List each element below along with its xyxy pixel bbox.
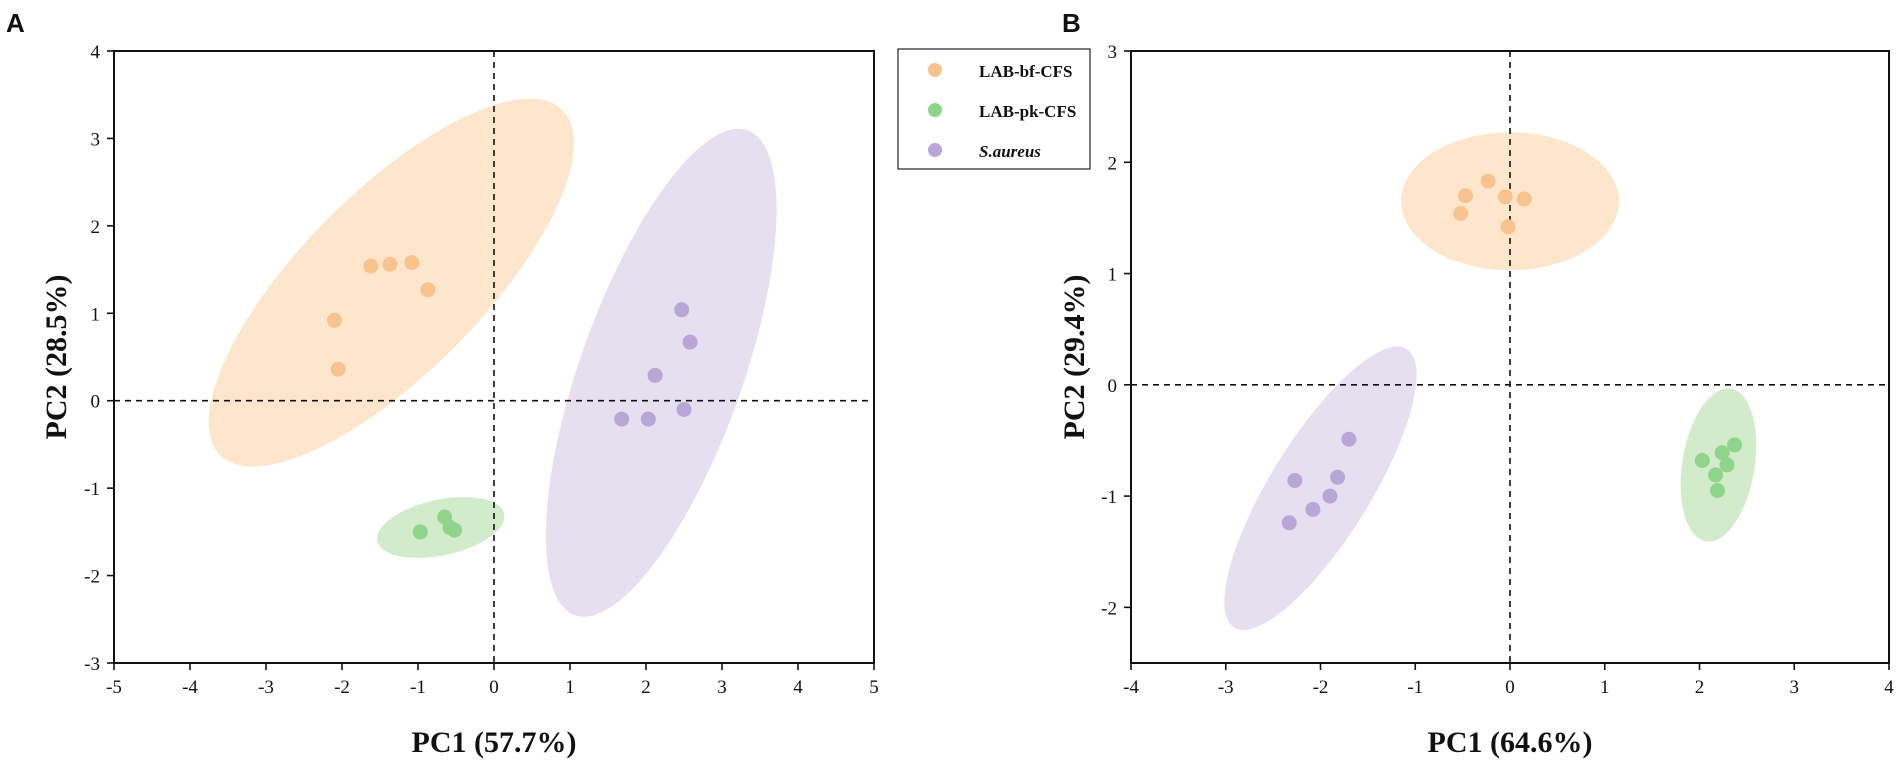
panel-b-letter: B — [1062, 8, 1081, 38]
panel-a-y-tick-label: 1 — [91, 304, 101, 325]
panel-a-x-tick-label: -1 — [410, 677, 426, 698]
panel-b-point-s-aureus-4 — [1322, 488, 1338, 504]
panel-b-reference-lines — [1131, 51, 1889, 663]
legend-item-s-aureus: S.aureus — [928, 142, 1041, 161]
panel-a-point-s-aureus-1 — [614, 411, 630, 427]
panel-a-y-tick-label: 2 — [91, 217, 101, 238]
panel-b-x-tick-label: -2 — [1313, 677, 1329, 698]
panel-b-ellipse-s-aureus — [1224, 346, 1417, 630]
panel-a-y-tick-label: 4 — [91, 42, 101, 63]
panel-a-x-tick-label: 1 — [565, 677, 575, 698]
panel-a-y-tick-label: -2 — [84, 567, 100, 588]
panel-a-x-tick-label: -3 — [258, 677, 274, 698]
panel-b-x-tick-label: 3 — [1790, 677, 1800, 698]
panel-a-point-lab-bf-cfs-3 — [363, 258, 379, 274]
panel-b-x-tick-label: -1 — [1407, 677, 1423, 698]
panel-b-point-lab-bf-cfs-2 — [1458, 188, 1473, 204]
panel-a-point-lab-bf-cfs-1 — [326, 312, 342, 328]
panel-b-x-tick-label: -3 — [1218, 677, 1234, 698]
legend-item-lab-pk-cfs: LAB-pk-CFS — [928, 102, 1076, 121]
panel-b-point-lab-bf-cfs-4 — [1497, 189, 1513, 205]
panel-a-ellipse-lab-pk-cfs — [377, 497, 505, 558]
panel-b-point-lab-pk-cfs-6 — [1727, 437, 1743, 453]
panel-b-y-tick-label: -2 — [1101, 598, 1117, 619]
panel-a-y-tick-label: 0 — [91, 392, 101, 413]
legend-marker-s-aureus — [928, 143, 942, 157]
panel-a-point-lab-bf-cfs-4 — [382, 256, 398, 272]
panel-a-point-lab-pk-cfs-4 — [447, 522, 462, 538]
panel-b-y-tick-label: -1 — [1101, 487, 1117, 508]
panel-a-x-ticks: -5 -4 -3 -2 -1 0 1 2 3 4 5 — [106, 663, 879, 698]
panel-a-x-tick-label: 5 — [869, 677, 879, 698]
legend: LAB-bf-CFS LAB-pk-CFS S.aureus — [897, 48, 1091, 170]
panel-a-x-tick-label: 3 — [717, 677, 727, 698]
panel-a-y-tick-label: -1 — [84, 479, 100, 500]
panel-b-y-tick-label: 1 — [1108, 265, 1118, 286]
panel-a-y-axis-title: PC2 (28.5%) — [40, 275, 73, 440]
panel-a-y-tick-label: -3 — [84, 654, 100, 675]
panel-b-x-tick-label: 1 — [1600, 677, 1610, 698]
legend-label-lab-pk-cfs: LAB-pk-CFS — [979, 102, 1076, 121]
panel-b-points — [1281, 173, 1743, 531]
panel-b-ellipse-lab-pk-cfs — [1680, 388, 1757, 542]
panel-b-point-s-aureus-2 — [1287, 473, 1303, 488]
panel-b-point-s-aureus-1 — [1281, 515, 1297, 531]
panel-b-point-lab-pk-cfs-5 — [1719, 457, 1735, 473]
legend-label-s-aureus: S.aureus — [979, 142, 1041, 161]
panel-a-point-s-aureus-6 — [682, 334, 698, 350]
panel-b-point-s-aureus-3 — [1305, 501, 1321, 517]
panel-a-point-lab-bf-cfs-5 — [404, 255, 420, 271]
panel-b-point-lab-pk-cfs-3 — [1710, 483, 1725, 498]
panel-b-y-axis-title: PC2 (29.4%) — [1058, 275, 1091, 440]
panel-a-point-lab-bf-cfs-2 — [330, 361, 346, 377]
panel-a-x-tick-label: -2 — [334, 677, 350, 698]
panel-a-point-s-aureus-2 — [640, 411, 656, 427]
panel-a-ellipse-lab-bf-cfs — [208, 98, 575, 467]
panel-a-x-tick-label: -4 — [182, 677, 198, 698]
panel-b-point-lab-bf-cfs-3 — [1480, 173, 1496, 189]
panel-a-point-s-aureus-4 — [676, 402, 692, 417]
panel-a-point-s-aureus-5 — [674, 302, 690, 318]
panel-a-x-tick-label: -5 — [106, 677, 122, 698]
panel-b-x-axis-title: PC1 (64.6%) — [1428, 726, 1593, 759]
panel-b-point-lab-pk-cfs-4 — [1714, 445, 1730, 461]
panel-b-point-lab-bf-cfs-6 — [1516, 191, 1532, 207]
panel-a-y-ticks: -3 -2 -1 0 1 2 3 4 — [84, 42, 114, 675]
panel-a-reference-lines — [114, 51, 874, 663]
panel-b-point-lab-pk-cfs-1 — [1694, 453, 1710, 468]
panel-b-point-s-aureus-5 — [1330, 469, 1346, 485]
panel-b-x-tick-label: 2 — [1695, 677, 1705, 698]
legend-label-lab-bf-cfs: LAB-bf-CFS — [979, 62, 1073, 81]
panel-a-x-tick-label: 0 — [489, 677, 499, 698]
panel-b-point-lab-pk-cfs-2 — [1708, 467, 1724, 483]
panel-b-x-ticks: -4 -3 -2 -1 0 1 2 3 4 — [1123, 663, 1894, 698]
panel-b-ellipses — [1224, 132, 1757, 630]
panel-b-y-tick-label: 3 — [1108, 42, 1118, 63]
panel-b-point-lab-bf-cfs-1 — [1453, 206, 1469, 221]
panel-b-x-tick-label: 0 — [1505, 677, 1515, 698]
panel-b-x-tick-label: 4 — [1884, 677, 1894, 698]
panel-a-x-tick-label: 2 — [641, 677, 651, 698]
panel-a-x-axis-title: PC1 (57.7%) — [412, 726, 577, 759]
panel-b-point-lab-bf-cfs-5 — [1500, 219, 1516, 235]
panel-a: A -5 -4 -3 -2 -1 0 1 2 3 4 5 -3 -2 -1 0 1 2 3 4 PC1 (57.7… — [6, 8, 879, 759]
panel-a-x-tick-label: 4 — [793, 677, 803, 698]
panel-a-letter: A — [6, 8, 25, 38]
legend-item-lab-bf-cfs: LAB-bf-CFS — [928, 62, 1073, 81]
panel-b-y-tick-label: 0 — [1108, 376, 1118, 397]
panel-b-y-ticks: -2 -1 0 1 2 3 — [1101, 42, 1131, 619]
panel-a-point-s-aureus-3 — [647, 367, 663, 383]
panel-a-point-lab-bf-cfs-6 — [420, 282, 436, 298]
panel-a-point-lab-pk-cfs-1 — [412, 524, 428, 540]
panel-a-y-tick-label: 3 — [91, 129, 101, 150]
panel-a-ellipses — [208, 98, 777, 617]
panel-b-x-tick-label: -4 — [1123, 677, 1139, 698]
panel-a-points — [326, 255, 698, 540]
panel-b-point-s-aureus-6 — [1341, 431, 1357, 447]
panel-b-y-tick-label: 2 — [1108, 153, 1118, 174]
legend-marker-lab-pk-cfs — [928, 103, 942, 117]
legend-marker-lab-bf-cfs — [928, 63, 942, 77]
panel-b: B -4 -3 -2 -1 0 1 2 3 4 -2 -1 0 1 2 3 PC1 (64.6%) PC2… — [1058, 8, 1894, 759]
